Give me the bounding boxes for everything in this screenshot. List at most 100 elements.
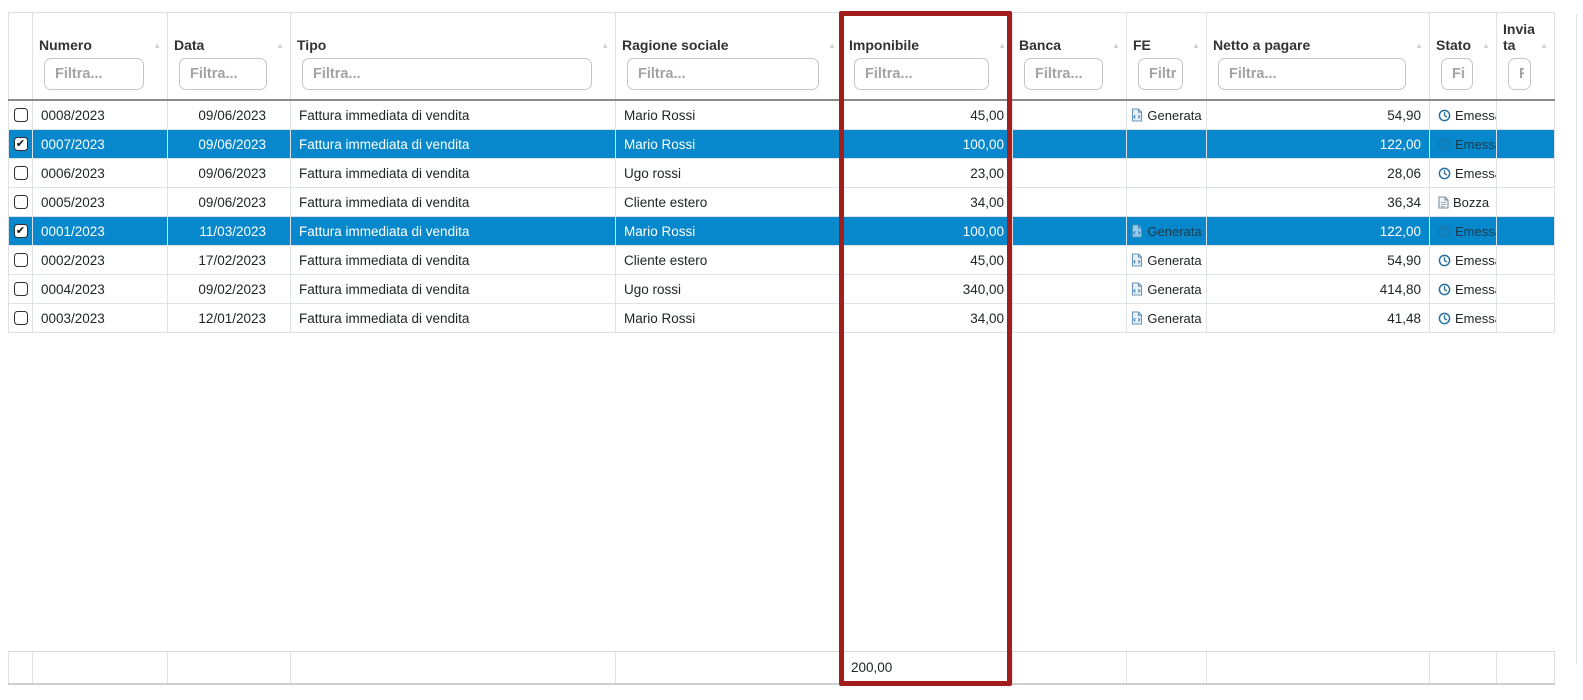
column-header-label[interactable]: Imponibile (849, 36, 919, 53)
filter-input-stato[interactable] (1441, 58, 1473, 90)
footer-cell-numero (33, 652, 168, 683)
column-header-label[interactable]: Numero (39, 36, 92, 53)
xml-file-icon (1131, 108, 1143, 122)
cell-imponibile: 34,00 (843, 188, 1013, 216)
badge-label: Generata (1147, 252, 1202, 268)
table-row[interactable]: ✔ 0001/2023 11/03/2023 Fattura immediata… (8, 217, 1555, 246)
footer-cell-data (168, 652, 291, 683)
table-footer-row: 200,00 (8, 651, 1555, 685)
clock-icon (1438, 138, 1451, 151)
clock-icon (1438, 312, 1451, 325)
table-row[interactable]: 0004/2023 09/02/2023 Fattura immediata d… (8, 275, 1555, 304)
sort-asc-icon[interactable]: ▲ (153, 41, 161, 50)
table-row[interactable]: 0008/2023 09/06/2023 Fattura immediata d… (8, 101, 1555, 130)
row-checkbox[interactable] (13, 108, 28, 122)
column-header-label[interactable]: Data (174, 36, 205, 53)
footer-cell-stato (1430, 652, 1497, 683)
filter-input-numero[interactable] (44, 58, 144, 90)
cell-stato: Emessa (1430, 217, 1497, 245)
column-header-inviata[interactable]: Inviata ▲ (1497, 13, 1555, 99)
column-header-label[interactable]: Netto a pagare (1213, 36, 1311, 53)
cell-stato: Emessa (1430, 101, 1497, 129)
cell-tipo: Fattura immediata di vendita (291, 188, 616, 216)
column-header-label[interactable]: Banca (1019, 36, 1062, 53)
column-header-ragione_sociale[interactable]: Ragione sociale ▲ (616, 13, 843, 99)
cell-inviata (1497, 304, 1555, 332)
cell-ragione-sociale: Mario Rossi (616, 101, 843, 129)
cell-numero: 0007/2023 (33, 130, 168, 158)
column-header-label[interactable]: Stato (1436, 36, 1471, 53)
sort-asc-icon[interactable]: ▲ (1112, 41, 1120, 50)
column-header-select[interactable] (8, 13, 33, 99)
filter-input-imponibile[interactable] (854, 58, 989, 90)
badge-label: Emessa (1455, 310, 1496, 326)
cell-stato: Emessa (1430, 275, 1497, 303)
cell-fe: Generata (1127, 246, 1207, 274)
cell-tipo: Fattura immediata di vendita (291, 217, 616, 245)
badge-label: Emessa (1455, 252, 1496, 268)
sort-asc-icon[interactable]: ▲ (1415, 41, 1423, 50)
row-checkbox[interactable] (13, 166, 28, 180)
sort-asc-icon[interactable]: ▲ (601, 41, 609, 50)
cell-data: 17/02/2023 (168, 246, 291, 274)
cell-banca (1013, 275, 1127, 303)
column-header-netto_a_pagare[interactable]: Netto a pagare ▲ (1207, 13, 1430, 99)
sort-asc-icon[interactable]: ▲ (828, 41, 836, 50)
column-header-stato[interactable]: Stato ▲ (1430, 13, 1497, 99)
column-header-label[interactable]: Ragione sociale (622, 36, 729, 53)
sort-asc-icon[interactable]: ▲ (276, 41, 284, 50)
cell-tipo: Fattura immediata di vendita (291, 159, 616, 187)
sort-asc-icon[interactable]: ▲ (1540, 41, 1548, 50)
column-header-label[interactable]: Tipo (297, 36, 327, 53)
cell-imponibile: 34,00 (843, 304, 1013, 332)
table-row[interactable]: 0005/2023 09/06/2023 Fattura immediata d… (8, 188, 1555, 217)
row-checkbox[interactable] (13, 253, 28, 267)
badge-label: Generata (1147, 107, 1202, 123)
cell-ragione-sociale: Mario Rossi (616, 130, 843, 158)
badge-label: Emessa (1455, 223, 1496, 239)
row-checkbox[interactable] (13, 195, 28, 209)
column-header-fe[interactable]: FE ▲ (1127, 13, 1207, 99)
sort-asc-icon[interactable]: ▲ (998, 41, 1006, 50)
cell-numero: 0004/2023 (33, 275, 168, 303)
filter-input-banca[interactable] (1024, 58, 1103, 90)
filter-input-fe[interactable] (1138, 58, 1183, 90)
row-checkbox-checked[interactable]: ✔ (13, 137, 28, 151)
table-row[interactable]: 0002/2023 17/02/2023 Fattura immediata d… (8, 246, 1555, 275)
cell-inviata (1497, 217, 1555, 245)
filter-input-netto_a_pagare[interactable] (1218, 58, 1406, 90)
column-header-imponibile[interactable]: Imponibile ▲ (843, 13, 1013, 99)
table-row[interactable]: ✔ 0007/2023 09/06/2023 Fattura immediata… (8, 130, 1555, 159)
row-checkbox-checked[interactable]: ✔ (13, 224, 28, 238)
cell-fe: Generata (1127, 304, 1207, 332)
filter-input-ragione_sociale[interactable] (627, 58, 819, 90)
filter-input-tipo[interactable] (302, 58, 592, 90)
cell-banca (1013, 246, 1127, 274)
cell-select (8, 101, 33, 129)
sort-asc-icon[interactable]: ▲ (1192, 41, 1200, 50)
filter-input-data[interactable] (179, 58, 267, 90)
column-header-label[interactable]: FE (1133, 36, 1151, 53)
footer-cell-inviata (1497, 652, 1555, 683)
table-row[interactable]: 0006/2023 09/06/2023 Fattura immediata d… (8, 159, 1555, 188)
cell-inviata (1497, 101, 1555, 129)
sort-asc-icon[interactable]: ▲ (1482, 41, 1490, 50)
cell-select (8, 275, 33, 303)
column-header-data[interactable]: Data ▲ (168, 13, 291, 99)
cell-numero: 0006/2023 (33, 159, 168, 187)
cell-select (8, 188, 33, 216)
column-header-numero[interactable]: Numero ▲ (33, 13, 168, 99)
column-header-tipo[interactable]: Tipo ▲ (291, 13, 616, 99)
row-checkbox[interactable] (13, 282, 28, 296)
column-header-banca[interactable]: Banca ▲ (1013, 13, 1127, 99)
filter-input-inviata[interactable] (1508, 58, 1531, 90)
cell-data: 09/06/2023 (168, 159, 291, 187)
column-header-label[interactable]: Inviata (1503, 20, 1535, 53)
cell-data: 09/02/2023 (168, 275, 291, 303)
cell-ragione-sociale: Mario Rossi (616, 217, 843, 245)
cell-inviata (1497, 246, 1555, 274)
row-checkbox[interactable] (13, 311, 28, 325)
cell-banca (1013, 101, 1127, 129)
table-row[interactable]: 0003/2023 12/01/2023 Fattura immediata d… (8, 304, 1555, 333)
cell-tipo: Fattura immediata di vendita (291, 246, 616, 274)
